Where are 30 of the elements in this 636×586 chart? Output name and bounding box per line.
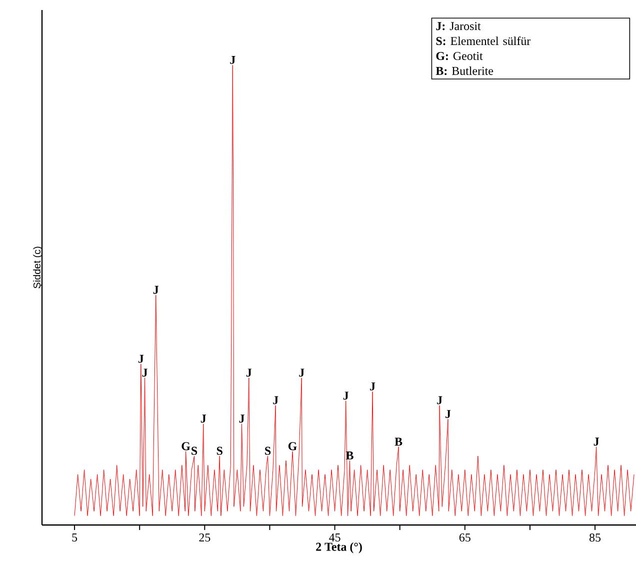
annotation: J [446, 410, 451, 418]
x-tick-label: 45 [329, 534, 340, 542]
text: G: Geotit [436, 52, 483, 60]
annotation: B: Butlerite [436, 66, 494, 76]
x-tick-label: 65 [459, 534, 470, 542]
x-tick-label: 25 [199, 534, 210, 542]
annotation: J [299, 368, 304, 377]
annotation: B [394, 438, 402, 446]
x-tick-label: 85 [590, 534, 601, 542]
annotation: G [182, 442, 190, 450]
annotation: J [138, 354, 144, 363]
annotation: J [230, 56, 236, 64]
annotation: J [239, 414, 244, 423]
annotation: S [192, 446, 198, 455]
annotation: J [594, 438, 599, 446]
annotation: J [246, 368, 252, 377]
text: S: Elementel sülfür [436, 36, 531, 46]
annotation: J [343, 392, 349, 400]
annotation: G [288, 442, 297, 450]
annotation: J [370, 382, 376, 390]
annotation: J [142, 368, 148, 377]
annotation: S [265, 446, 271, 455]
annotation: J [273, 396, 278, 404]
annotation: J [437, 396, 442, 404]
x-axis-title: 2 Teta (°) [316, 542, 362, 554]
x-tick-label: 5 [72, 534, 78, 542]
annotation: J [153, 286, 159, 294]
annotation: S [216, 446, 222, 455]
annotation: J [200, 414, 206, 423]
text: J: Jarosit [436, 22, 481, 30]
